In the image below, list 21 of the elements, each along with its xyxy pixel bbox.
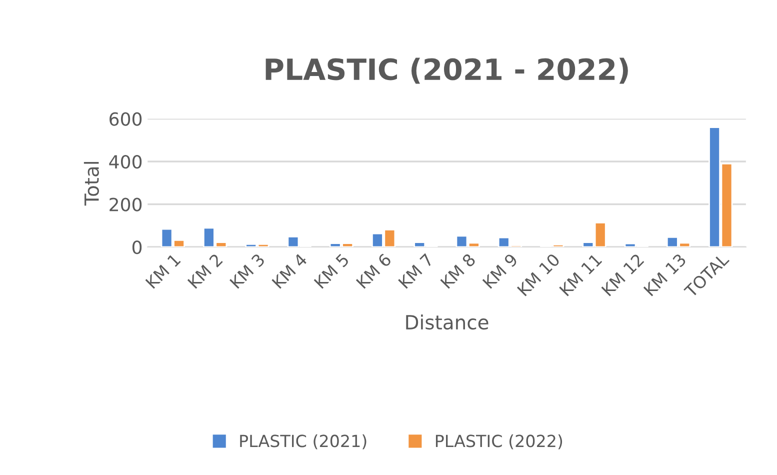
x-tick-label: KM 12 [601, 253, 644, 296]
x-tick-label: KM 10 [516, 252, 560, 296]
y-tick-label: 600 [110, 112, 142, 126]
x-tick-label: KM 2 [187, 253, 223, 289]
y-tick-label: 400 [109, 154, 142, 169]
x-tick-label: KM 6 [356, 252, 392, 289]
x-tick-label: KM 4 [272, 252, 308, 289]
x-tick-label: KM 11 [559, 253, 602, 296]
y-tick-label: 200 [110, 198, 142, 212]
x-axis-title: Distance [406, 314, 488, 330]
legend-label: PLASTIC (2022) [436, 434, 562, 450]
x-tick-label: KM 1 [145, 253, 181, 289]
chart-title: PLASTIC (2021 - 2022) [266, 58, 628, 84]
legend-label: PLASTIC (2021) [240, 434, 366, 450]
y-tick-label: 0 [132, 240, 142, 254]
x-tick-label: KM 5 [314, 253, 350, 289]
y-axis-title: Total [84, 162, 99, 206]
x-tick-label: KM 8 [440, 252, 476, 289]
x-tick-label: KM 3 [229, 253, 266, 289]
x-tick-label: KM 9 [482, 252, 518, 289]
x-tick-label: KM 7 [398, 253, 434, 289]
